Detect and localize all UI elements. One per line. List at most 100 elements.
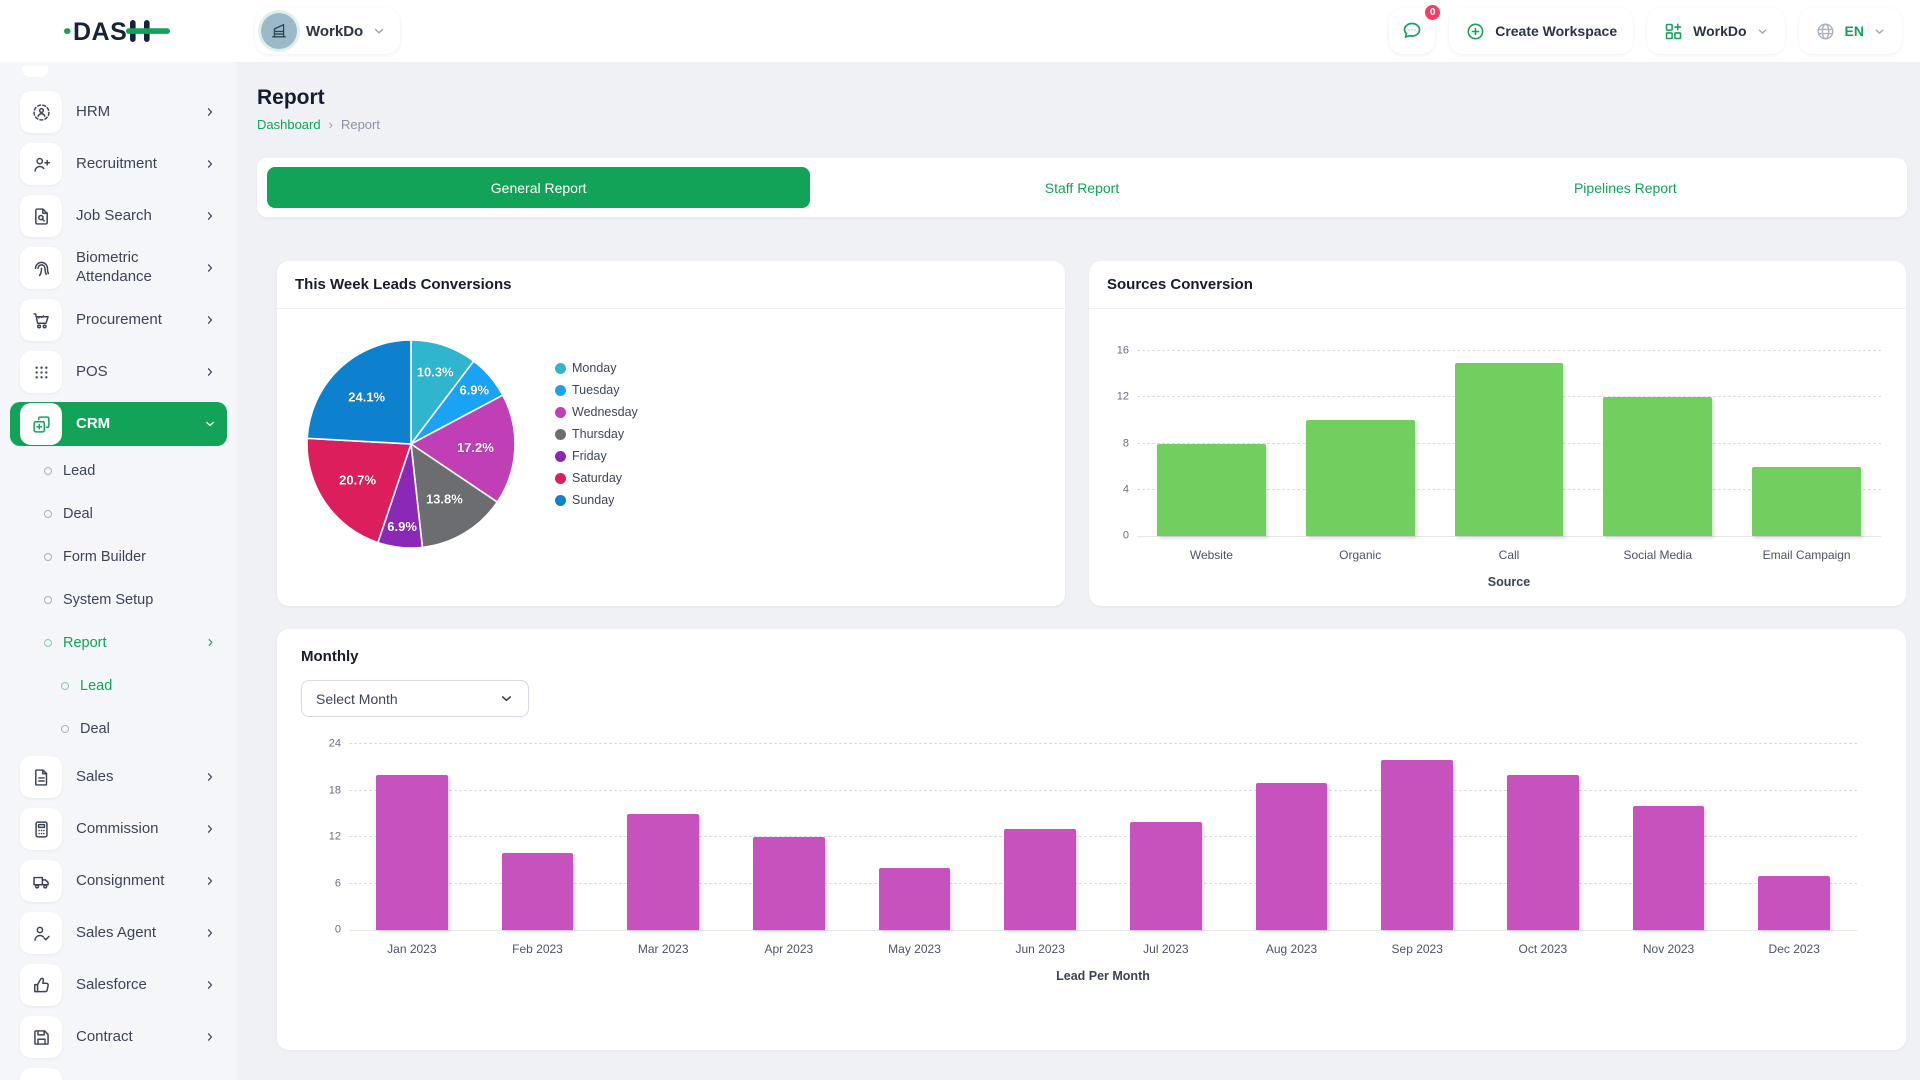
sidebar-icon-box	[20, 299, 62, 341]
week-leads-pie-chart[interactable]: 10.3% 6.9% 17.2% 13.8% 6.9% 20.7% 24.1%	[299, 332, 523, 556]
sidebar-subitem-system-setup[interactable]: System Setup	[10, 583, 217, 616]
gridline	[349, 789, 1857, 791]
chevron-right-icon	[207, 981, 213, 989]
sidebar-item-hrm[interactable]: HRM	[10, 90, 227, 134]
topbar: DAS WorkDo 0	[0, 0, 1920, 62]
legend-item-sunday[interactable]: Sunday	[555, 493, 638, 507]
sidebar-item-recruitment[interactable]: Recruitment	[10, 142, 227, 186]
bar-call[interactable]	[1454, 362, 1564, 536]
chevron-right-icon	[207, 212, 213, 220]
bar-website[interactable]	[1157, 443, 1266, 536]
bar-jan-2023[interactable]	[376, 775, 448, 930]
sidebar-subitem-lead[interactable]: Lead	[10, 454, 217, 487]
legend-label: Monday	[572, 361, 617, 375]
create-workspace-button[interactable]: Create Workspace	[1449, 8, 1634, 54]
sidebar-icon-box	[20, 964, 62, 1006]
sidebar-item-commission[interactable]: Commission	[10, 807, 227, 851]
bar-aug-2023[interactable]	[1255, 782, 1328, 930]
gridline	[349, 882, 1857, 884]
sidebar-item-consignment[interactable]: Consignment	[10, 859, 227, 903]
brand-logo[interactable]: DAS	[0, 16, 237, 46]
bar-may-2023[interactable]	[878, 868, 951, 930]
bar-oct-2023[interactable]	[1507, 775, 1579, 930]
breadcrumb-dashboard-link[interactable]: Dashboard	[257, 117, 321, 132]
pie-slice-sunday[interactable]	[306, 339, 412, 445]
legend-label: Friday	[572, 449, 607, 463]
legend-item-friday[interactable]: Friday	[555, 449, 638, 463]
y-axis-tick-label: 6	[334, 877, 341, 889]
bar-apr-2023[interactable]	[753, 837, 825, 930]
sidebar-item-job-search[interactable]: Job Search	[10, 194, 227, 238]
sidebar-subitem-form-builder[interactable]: Form Builder	[10, 540, 217, 573]
bar-email-campaign[interactable]	[1752, 466, 1861, 536]
bar-slot	[1286, 351, 1435, 536]
chevron-right-icon	[207, 264, 213, 272]
bar-slot	[852, 744, 978, 930]
sidebar-item-sales-agent[interactable]: Sales Agent	[10, 911, 227, 955]
bar-sep-2023[interactable]	[1381, 759, 1454, 930]
legend-swatch-icon	[555, 494, 566, 506]
sidebar-item-biometric-attendance[interactable]: Biometric Attendance	[10, 246, 227, 290]
legend-item-saturday[interactable]: Saturday	[555, 471, 638, 485]
sidebar-item-label: Procurement	[76, 310, 162, 328]
select-month-dropdown[interactable]: Select Month	[301, 680, 529, 717]
tab-general-report[interactable]: General Report	[267, 167, 811, 208]
sidebar-icon-box	[20, 351, 62, 393]
sidebar-item-indiamart[interactable]: Indiamart	[10, 1067, 227, 1080]
sidebar-subitem-lead[interactable]: Lead	[10, 669, 217, 702]
x-axis-tick-label: Call	[1498, 548, 1520, 562]
sidebar-subitem-deal[interactable]: Deal	[10, 497, 217, 530]
pie-slice-saturday[interactable]	[306, 437, 413, 544]
sidebar-item-crm[interactable]: CRM	[10, 402, 227, 446]
bar-organic[interactable]	[1305, 420, 1415, 536]
legend-item-wednesday[interactable]: Wednesday	[555, 405, 638, 419]
tab-pipelines-report[interactable]: Pipelines Report	[1573, 179, 1677, 196]
workspace-switcher[interactable]: WorkDo	[255, 8, 401, 54]
sales-icon	[34, 768, 47, 786]
legend-item-monday[interactable]: Monday	[555, 361, 638, 375]
select-month-value: Select Month	[316, 690, 398, 707]
app-switcher-button[interactable]: WorkDo	[1647, 8, 1785, 54]
bar-nov-2023[interactable]	[1632, 806, 1705, 930]
chevron-right-icon	[207, 1033, 213, 1041]
bar-feb-2023[interactable]	[501, 852, 574, 930]
pie-slice-thursday[interactable]	[410, 442, 499, 549]
bar-jul-2023[interactable]	[1130, 821, 1202, 930]
bar-jun-2023[interactable]	[1004, 829, 1076, 930]
week-leads-card-title: This Week Leads Conversions	[295, 276, 512, 293]
bar-social-media[interactable]	[1603, 397, 1713, 536]
sidebar-item-salesforce[interactable]: Salesforce	[10, 963, 227, 1007]
sidebar-item-sales[interactable]: Sales	[10, 755, 227, 799]
sidebar-item-label: POS	[76, 362, 108, 380]
bar-slot	[1354, 744, 1480, 930]
sources-card-title: Sources Conversion	[1107, 276, 1253, 293]
pie-slice-label: 6.9%	[387, 519, 417, 534]
legend-item-thursday[interactable]: Thursday	[555, 427, 638, 441]
salesforce-icon	[33, 977, 49, 992]
sidebar-icon-box	[20, 1016, 62, 1058]
legend-item-tuesday[interactable]: Tuesday	[555, 383, 638, 397]
hrm-icon	[32, 103, 50, 121]
bar-dec-2023[interactable]	[1758, 875, 1831, 930]
sidebar-subitem-label: System Setup	[63, 591, 154, 608]
sidebar-item-contract[interactable]: Contract	[10, 1015, 227, 1059]
messages-button[interactable]: 0	[1389, 3, 1443, 54]
legend-label: Wednesday	[572, 405, 638, 419]
language-button[interactable]: EN	[1798, 8, 1902, 54]
sidebar-item-label: Sales	[76, 767, 114, 785]
sidebar-item-procurement[interactable]: Procurement	[10, 298, 227, 342]
sidebar-subitem-deal[interactable]: Deal	[10, 712, 217, 745]
sidebar-item-label: Sales Agent	[76, 923, 157, 941]
bar-slot	[977, 744, 1103, 930]
x-axis-tick-label: Apr 2023	[764, 942, 814, 956]
main-content: Report Dashboard › Report General Report…	[237, 62, 1920, 1080]
bar-mar-2023[interactable]	[627, 813, 699, 930]
tab-staff-report[interactable]: Staff Report	[1044, 179, 1120, 196]
pos-icon	[35, 366, 47, 378]
sidebar-item-pos[interactable]: POS	[10, 350, 227, 394]
sidebar-subitem-report[interactable]: Report	[10, 626, 217, 659]
pie-slice-wednesday[interactable]	[409, 394, 516, 504]
bar-slot	[1583, 351, 1732, 536]
bar-slot	[1137, 351, 1286, 536]
bar-chart-plot: 0 6 12 18 24	[329, 738, 1857, 935]
